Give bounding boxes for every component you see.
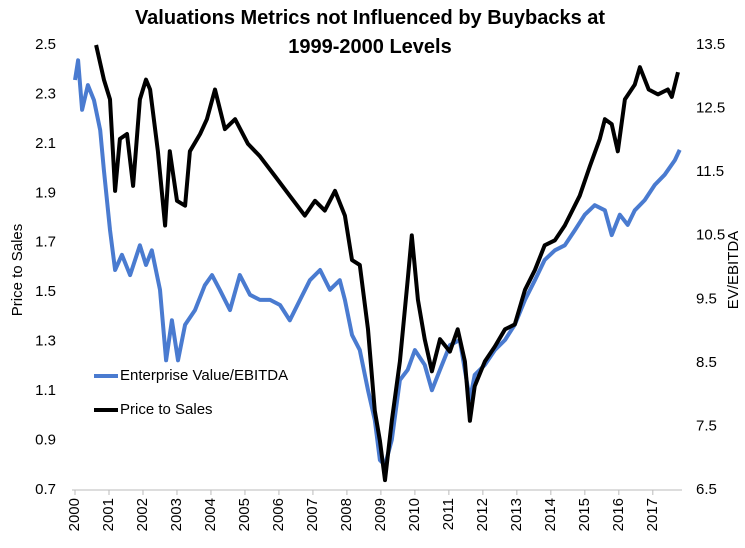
y-tick-label: 1.5 <box>35 283 56 300</box>
y-axis-title: Price to Sales <box>9 224 26 317</box>
legend-label: Price to Sales <box>120 401 213 418</box>
y-tick-label: 1.9 <box>35 184 56 201</box>
y-tick-label: 0.9 <box>35 432 56 449</box>
x-tick-label: 2015 <box>576 498 593 531</box>
y2-tick-label: 7.5 <box>696 417 717 434</box>
series-line <box>73 58 682 468</box>
y2-tick-label: 12.5 <box>696 100 725 117</box>
y2-tick-label: 8.5 <box>696 354 717 371</box>
series-line <box>94 44 680 483</box>
chart-title: Valuations Metrics not Influenced by Buy… <box>134 7 606 58</box>
y2-tick-label: 11.5 <box>696 163 724 180</box>
x-tick-label: 2003 <box>168 498 185 531</box>
x-tick-label: 2001 <box>100 498 117 531</box>
x-tick-label: 2000 <box>66 498 83 531</box>
y-tick-label: 2.5 <box>35 36 56 53</box>
x-tick-label: 2005 <box>236 498 253 531</box>
y-tick-label: 0.7 <box>35 481 56 498</box>
x-tick-label: 2013 <box>508 498 525 531</box>
x-tick-label: 2016 <box>610 498 627 531</box>
y2-tick-label: 13.5 <box>696 36 725 53</box>
x-tick-label: 2010 <box>406 498 423 531</box>
x-tick-label: 2011 <box>440 498 457 530</box>
x-tick-label: 2004 <box>202 498 219 531</box>
x-tick-label: 2007 <box>304 498 321 531</box>
x-tick-label: 2002 <box>134 498 151 531</box>
x-tick-label: 2012 <box>474 498 491 531</box>
y-tick-label: 1.3 <box>35 333 56 350</box>
y-tick-label: 2.3 <box>35 85 56 102</box>
y-tick-label: 1.7 <box>35 234 56 251</box>
x-tick-label: 2014 <box>542 498 559 531</box>
y2-tick-label: 9.5 <box>696 290 717 307</box>
y2-tick-label: 10.5 <box>696 227 725 244</box>
y-tick-label: 2.1 <box>35 135 56 152</box>
x-tick-label: 2008 <box>338 498 355 531</box>
legend-label: Enterprise Value/EBITDA <box>120 367 288 384</box>
y-tick-label: 1.1 <box>35 382 56 399</box>
y2-tick-label: 6.5 <box>696 481 717 498</box>
x-tick-label: 2017 <box>644 498 661 531</box>
x-tick-label: 2009 <box>372 498 389 531</box>
x-tick-label: 2006 <box>270 498 287 531</box>
y2-axis-title: EV/EBITDA <box>725 231 742 309</box>
